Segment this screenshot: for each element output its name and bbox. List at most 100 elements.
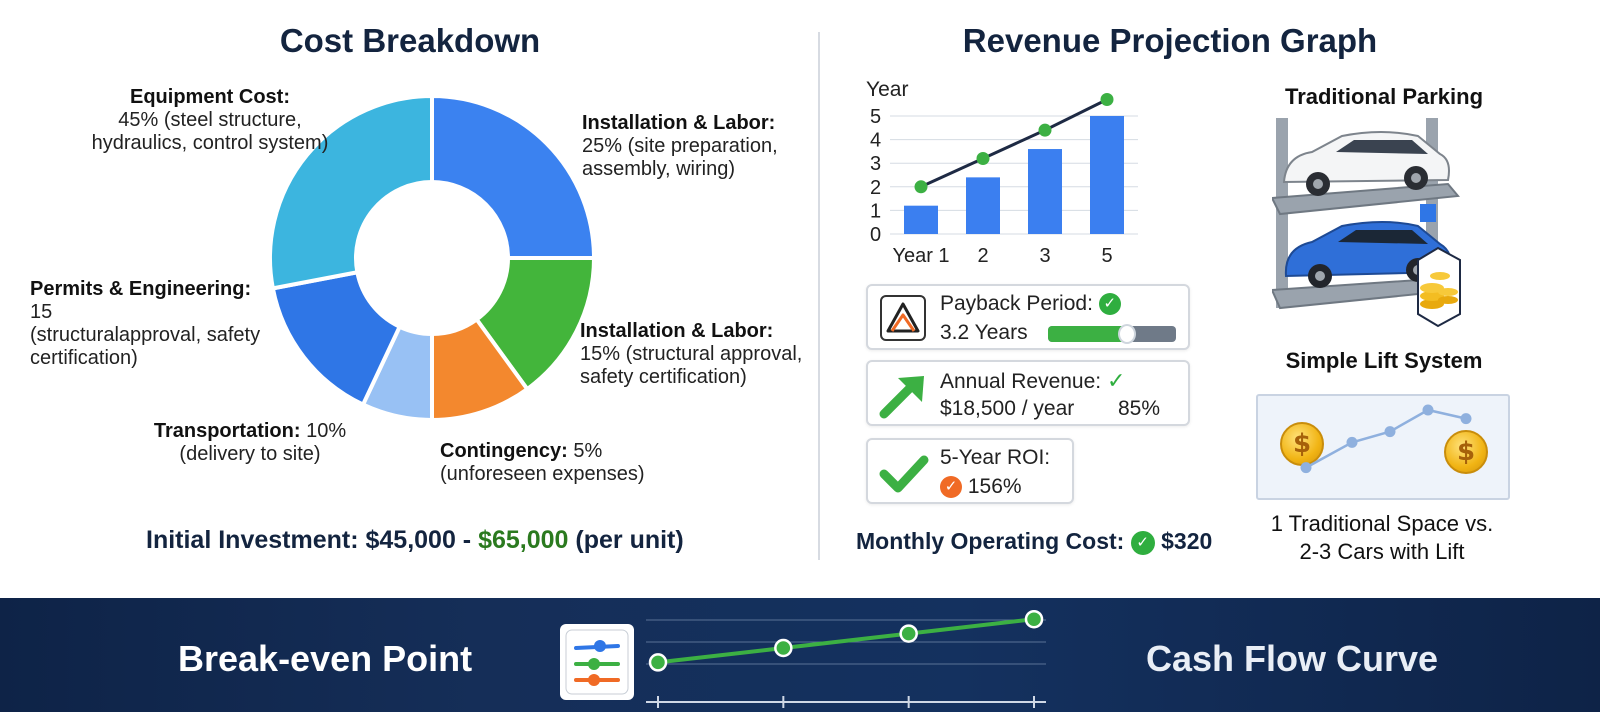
lift-point-2	[1384, 426, 1396, 438]
label-installation-line1: 25% (site preparation,	[582, 135, 778, 157]
initial-investment-suffix: (per unit)	[568, 526, 684, 554]
payback-progress-fill	[1048, 326, 1128, 342]
comparison-line2: 2-3 Cars with Lift	[1299, 539, 1465, 564]
x-tick-label: 2	[977, 245, 988, 267]
y-tick-label: 4	[870, 130, 881, 152]
donut-slice-4	[270, 269, 403, 408]
y-tick-label: 0	[870, 224, 881, 246]
lift-point-4	[1460, 413, 1472, 425]
label-transportation-title: Transportation:	[153, 420, 301, 442]
comparison-line1: 1 Traditional Space vs.	[1270, 511, 1494, 536]
payback-label: Payback Period: ✓	[940, 292, 1121, 316]
arrow-up-icon	[879, 376, 924, 419]
y-tick-label: 3	[870, 153, 881, 175]
check-icon: ✓	[940, 476, 962, 499]
section-divider	[818, 32, 820, 560]
cash-flow-line-chart	[646, 609, 1046, 708]
donut-slice-5	[268, 93, 434, 291]
coin-stack-icon	[1420, 272, 1458, 309]
initial-investment-highlight: $65,000	[478, 526, 569, 554]
label-permits: Permits & Engineering: 15 (structuralapp…	[30, 278, 290, 370]
label-installation-title: Installation & Labor:	[582, 112, 776, 134]
annual-label: Annual Revenue: ✓	[940, 368, 1125, 394]
trend-point-1	[976, 151, 990, 165]
comparison-text: 1 Traditional Space vs. 2-3 Cars with Li…	[1240, 510, 1524, 566]
y-tick-label: 2	[870, 177, 881, 199]
label-installation-2-line1: 15% (structural approval,	[580, 343, 803, 365]
payback-card: Payback Period: ✓ 3.2 Years	[866, 284, 1190, 350]
check-icon: ✓	[1130, 530, 1155, 555]
label-transportation-line1: (delivery to site)	[179, 443, 321, 465]
bar-1	[966, 177, 1000, 234]
label-contingency-pct: 5%	[567, 440, 603, 462]
bar-0	[904, 205, 938, 234]
lift-point-1	[1346, 436, 1358, 448]
label-installation-2: Installation & Labor: 15% (structural ap…	[580, 320, 820, 389]
monthly-cost-value: $320	[1161, 528, 1213, 554]
cost-breakdown-title: Cost Breakdown	[279, 22, 541, 59]
y-axis-label: Year	[866, 78, 908, 101]
donut-slice-0	[430, 93, 597, 260]
simple-lift-panel: $ $	[1256, 394, 1510, 500]
trend-point-0	[914, 180, 928, 194]
roi-value-row: ✓ 156%	[940, 475, 1022, 499]
label-contingency: Contingency: 5% (unforeseen expenses)	[440, 440, 680, 486]
roi-card: 5-Year ROI: ✓ 156%	[866, 438, 1074, 504]
check-icon: ✓	[1106, 368, 1126, 393]
label-permits-line2: (structuralapproval, safety	[30, 324, 261, 346]
annual-revenue-card: Annual Revenue: ✓ $18,500 / year 85%	[866, 360, 1190, 426]
simple-lift-line-chart	[1300, 404, 1472, 474]
annual-pct: 85%	[1118, 397, 1161, 420]
label-contingency-title: Contingency:	[440, 440, 568, 462]
trend-line	[920, 98, 1108, 189]
coin-icon: $	[1280, 422, 1324, 466]
footer-bar: Break-even Point Cash Flow Curve	[0, 598, 1600, 712]
x-tick-label: 3	[1039, 245, 1050, 267]
payback-value: 3.2 Years	[940, 321, 1028, 344]
label-equipment-line1: 45% (steel structure,	[118, 109, 302, 131]
y-tick-label: 5	[870, 106, 881, 128]
cash-point-1	[774, 638, 793, 658]
trend-point-2	[1038, 123, 1052, 137]
payback-progress	[1048, 326, 1176, 342]
label-transportation-pct: 10%	[300, 420, 347, 442]
sliders-icon-svg	[565, 629, 629, 695]
annual-label-text: Annual Revenue:	[940, 370, 1102, 393]
cash-line	[657, 617, 1035, 665]
label-equipment-line2: hydraulics, control system)	[91, 132, 329, 154]
label-permits-line1: 15	[30, 301, 53, 323]
sliders-icon	[560, 624, 634, 700]
label-permits-title: Permits & Engineering:	[30, 278, 252, 300]
trend-point-3	[1100, 92, 1114, 106]
checkmark-icon	[879, 455, 929, 493]
y-tick-label: 1	[870, 200, 881, 222]
label-contingency-line1: (unforeseen expenses)	[440, 463, 645, 485]
label-installation-line2: assembly, wiring)	[582, 158, 735, 180]
x-tick-label: 5	[1101, 245, 1112, 267]
monthly-cost: Monthly Operating Cost: ✓ $320	[856, 528, 1212, 555]
monthly-cost-label: Monthly Operating Cost:	[856, 528, 1125, 554]
roi-value: 156%	[967, 475, 1022, 498]
donut-slice-1	[473, 256, 597, 392]
label-installation-2-line2: safety certification)	[580, 366, 747, 388]
cost-donut-chart	[268, 93, 597, 423]
cash-point-3	[1024, 609, 1044, 629]
payback-label-text: Payback Period:	[940, 292, 1093, 315]
label-equipment-title: Equipment Cost:	[130, 86, 290, 108]
check-icon: ✓	[1098, 293, 1121, 316]
label-installation-2-title: Installation & Labor:	[580, 320, 774, 342]
lift-point-3	[1422, 404, 1434, 416]
x-tick-label: Year 1	[892, 245, 949, 267]
traditional-parking-title: Traditional Parking	[1284, 84, 1484, 109]
car-lift-icon	[1272, 118, 1461, 328]
annual-value: $18,500 / year	[940, 397, 1075, 420]
lift-point-0	[1300, 462, 1312, 474]
cash-point-0	[648, 653, 668, 672]
break-even-title: Break-even Point	[178, 638, 473, 679]
roi-label: 5-Year ROI:	[940, 446, 1051, 469]
initial-investment-prefix: Initial Investment: $45,000 -	[146, 526, 479, 554]
bar-2	[1028, 149, 1062, 234]
revenue-title: Revenue Projection Graph	[962, 22, 1378, 59]
label-equipment: Equipment Cost: 45% (steel structure, hy…	[90, 86, 330, 155]
